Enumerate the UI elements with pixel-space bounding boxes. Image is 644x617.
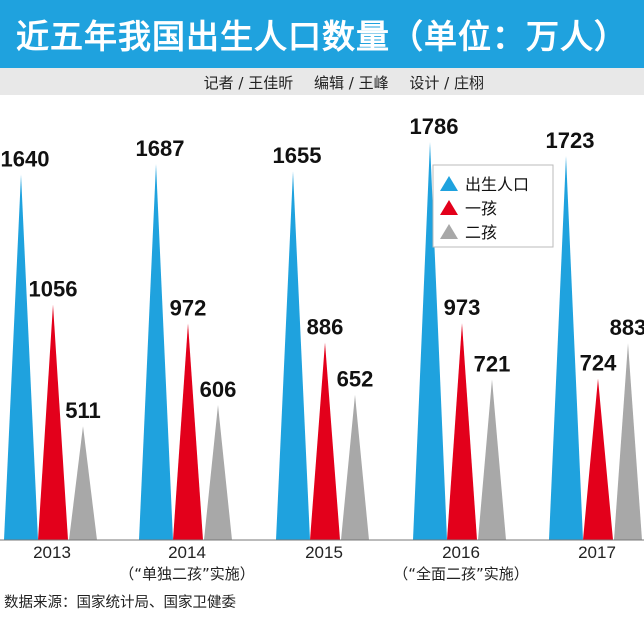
mark-出生人口-2015: [276, 171, 310, 540]
mark-二孩-2013: [69, 426, 97, 540]
x-tick-2013: 2013: [33, 543, 71, 562]
legend-label-一孩: 一孩: [465, 199, 497, 218]
x-note-2014: （“单独二孩”实施）: [119, 565, 255, 583]
credits: 记者 / 王佳昕 编辑 / 王峰 设计 / 庄栩: [188, 72, 484, 93]
label-二孩-2015: 652: [337, 367, 374, 392]
mark-出生人口-2013: [4, 174, 38, 540]
mark-一孩-2017: [583, 378, 613, 540]
x-axis-ticks: 2013 2014 （“单独二孩”实施） 2015 2016 （“全面二孩”实施） 2017: [33, 543, 616, 583]
label-二孩-2016: 721: [474, 351, 511, 376]
chart-area: 1640 1056 511 1687 972 606 1655 886 652 1786 973 72…: [0, 114, 644, 583]
legend-label-二孩: 二孩: [465, 223, 497, 242]
label-二孩-2013: 511: [65, 398, 101, 423]
legend-swatch-二孩: [440, 224, 458, 239]
label-一孩-2013: 1056: [29, 277, 78, 302]
legend-swatch-一孩: [440, 200, 458, 215]
mark-二孩-2015: [341, 394, 369, 540]
chart-marks: 1640 1056 511 1687 972 606 1655 886 652 1786 973 72…: [1, 114, 644, 540]
credit-bar: 记者 / 王佳昕 编辑 / 王峰 设计 / 庄栩: [0, 68, 644, 95]
x-tick-2017: 2017: [578, 543, 616, 562]
label-一孩-2015: 886: [307, 315, 344, 340]
mark-出生人口-2017: [549, 156, 583, 540]
label-一孩-2017: 724: [580, 351, 617, 376]
label-二孩-2017: 883: [610, 315, 644, 340]
label-出生人口-2016: 1786: [410, 114, 459, 139]
mark-二孩-2016: [478, 379, 506, 540]
credit-reporter: 记者 / 王佳昕: [203, 74, 294, 92]
label-二孩-2014: 606: [200, 377, 237, 402]
x-note-2016: （“全面二孩”实施）: [393, 565, 529, 583]
label-出生人口-2013: 1640: [1, 147, 50, 172]
legend-swatch-出生人口: [440, 176, 458, 191]
title-bar: 近五年我国出生人口数量（单位：万人）: [0, 0, 644, 68]
legend-label-出生人口: 出生人口: [465, 175, 529, 194]
label-一孩-2016: 973: [444, 295, 481, 320]
credit-editor: 编辑 / 王峰: [314, 74, 389, 92]
mark-一孩-2015: [310, 342, 340, 540]
chart-title: 近五年我国出生人口数量（单位：万人）: [16, 17, 628, 56]
mark-一孩-2013: [38, 304, 68, 540]
label-出生人口-2014: 1687: [136, 136, 185, 161]
data-source: 数据来源：国家统计局、国家卫健委: [4, 595, 236, 611]
x-tick-2015: 2015: [305, 543, 343, 562]
mark-出生人口-2016: [413, 142, 447, 540]
credit-designer: 设计 / 庄栩: [409, 74, 484, 92]
label-出生人口-2015: 1655: [273, 143, 322, 168]
mark-二孩-2017: [614, 343, 642, 540]
x-tick-2014: 2014: [168, 543, 206, 562]
label-一孩-2014: 972: [170, 295, 207, 320]
mark-出生人口-2014: [139, 164, 173, 540]
mark-一孩-2014: [173, 323, 203, 540]
x-tick-2016: 2016: [442, 543, 480, 562]
mark-一孩-2016: [447, 323, 477, 540]
label-出生人口-2017: 1723: [546, 128, 595, 153]
mark-二孩-2014: [204, 404, 232, 540]
